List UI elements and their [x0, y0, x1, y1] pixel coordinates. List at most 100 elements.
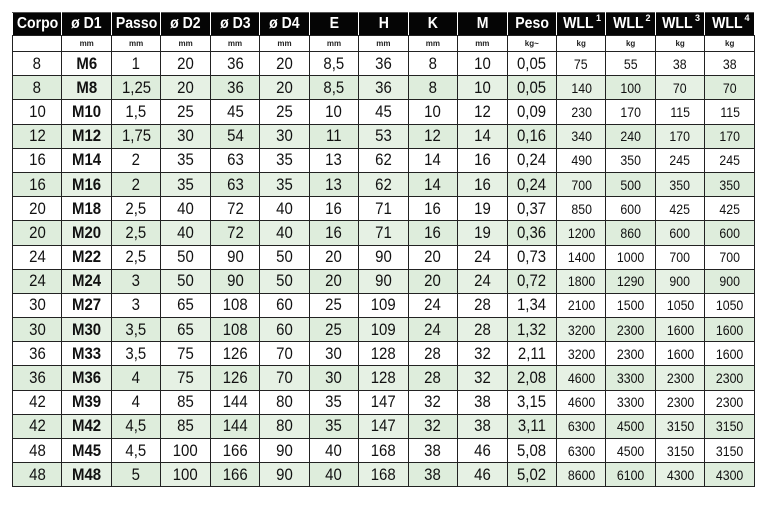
cell-d2: 65 [160, 292, 211, 319]
cell-value: M33 [72, 343, 102, 363]
cell-value: 16 [28, 174, 46, 194]
cell-wll4: 2300 [704, 365, 755, 391]
cell-value: 8,5 [323, 77, 345, 97]
unit-h: mm [358, 35, 409, 52]
cell-passo: 1,75 [110, 123, 162, 149]
cell-passo: 5 [110, 462, 162, 488]
cell-passo: 4 [110, 365, 162, 391]
cell-value: 3 [131, 271, 141, 291]
cell-value: 900 [669, 273, 691, 290]
cell-value: 600 [669, 224, 691, 241]
cell-d1: M39 [61, 389, 112, 415]
cell-wll2: 500 [605, 171, 656, 198]
cell-value: 48 [28, 440, 46, 460]
cell-d3: 126 [209, 341, 261, 367]
cell-d2: 20 [160, 75, 211, 101]
cell-wll2: 2300 [605, 317, 656, 343]
cell-value: 16 [325, 198, 343, 218]
cell-d1: M48 [61, 462, 112, 488]
cell-e: 20 [308, 268, 360, 294]
cell-m: 24 [457, 268, 508, 294]
cell-wll2: 170 [605, 99, 656, 125]
cell-wll4: 4300 [704, 462, 755, 488]
cell-value: 53 [375, 126, 392, 146]
cell-value: 75 [177, 343, 194, 363]
cell-peso: 1,34 [506, 292, 557, 319]
cell-passo: 1,5 [110, 99, 162, 125]
cell-h: 147 [358, 389, 409, 415]
cell-value: M20 [72, 222, 102, 242]
cell-value: 115 [719, 103, 740, 120]
cell-d2: 100 [160, 437, 211, 464]
cell-value: 28 [473, 319, 491, 339]
cell-d3: 72 [209, 196, 261, 222]
cell-value: 4500 [616, 418, 645, 435]
cell-wll4: 900 [704, 268, 755, 294]
cell-d3: 36 [209, 50, 261, 77]
cell-value: 24 [28, 247, 46, 267]
cell-value: M8 [76, 77, 98, 97]
cell-value: 30 [28, 319, 46, 339]
cell-m: 32 [457, 341, 508, 367]
cell-value: 63 [226, 174, 244, 194]
cell-m: 16 [457, 147, 508, 173]
cell-value: 1000 [616, 249, 645, 266]
cell-value: 700 [719, 249, 740, 266]
cell-value: 16 [473, 150, 491, 170]
cell-wll2: 3300 [605, 389, 656, 415]
table-row: 30 M27 3 65 108 60 25 109 24 28 1,34 2100 1500 1050 10… [11, 292, 755, 319]
cell-value: 10 [424, 101, 442, 121]
cell-wll1: 3200 [555, 341, 607, 367]
cell-value: 36 [226, 53, 244, 73]
cell-value: M45 [72, 440, 102, 460]
cell-value: 425 [669, 200, 691, 217]
cell-wll2: 55 [605, 50, 656, 77]
cell-value: 100 [173, 440, 199, 460]
cell-value: 28 [424, 368, 442, 388]
table-row: 36 M33 3,5 75 126 70 30 128 28 32 2,11 3200 2300 1600… [11, 341, 755, 367]
cell-m: 19 [457, 220, 508, 246]
cell-wll3: 1600 [654, 317, 706, 343]
cell-d3: 72 [209, 220, 261, 246]
header-label: WLL [662, 15, 693, 32]
cell-h: 36 [358, 50, 409, 77]
cell-value: 0,37 [517, 198, 547, 218]
cell-peso: 0,16 [506, 123, 557, 149]
cell-value: 108 [222, 319, 248, 339]
cell-value: 62 [375, 150, 392, 170]
cell-value: 2100 [567, 297, 595, 314]
cell-value: 2300 [616, 345, 645, 362]
cell-value: 128 [370, 343, 396, 363]
cell-wll2: 100 [605, 75, 656, 101]
cell-value: 32 [473, 368, 491, 388]
cell-value: 700 [669, 249, 691, 266]
cell-value: 60 [276, 319, 293, 339]
cell-value: 2 [131, 150, 141, 170]
cell-peso: 0,36 [506, 220, 557, 246]
cell-value: 36 [28, 368, 46, 388]
cell-value: M48 [72, 464, 102, 484]
cell-wll4: 350 [704, 171, 755, 198]
cell-value: 4300 [715, 466, 744, 483]
cell-passo: 1,25 [110, 75, 162, 101]
cell-value: 3150 [715, 418, 744, 435]
cell-value: 0,73 [517, 247, 547, 267]
cell-value: 16 [28, 150, 46, 170]
cell-value: 1050 [715, 297, 744, 314]
cell-value: 3150 [666, 442, 694, 459]
cell-d1: M42 [61, 413, 112, 440]
cell-value: 10 [28, 101, 46, 121]
cell-peso: 0,72 [506, 268, 557, 294]
cell-value: 20 [325, 271, 343, 291]
header-d3: ø D3 [209, 12, 261, 36]
cell-value: 25 [325, 295, 343, 315]
cell-wll1: 1400 [555, 244, 607, 270]
cell-value: 36 [375, 53, 392, 73]
cell-value: 46 [473, 440, 491, 460]
cell-value: 490 [570, 152, 592, 169]
cell-h: 45 [358, 99, 409, 125]
cell-value: 71 [375, 198, 392, 218]
table-row: 42 M42 4,5 85 144 80 35 147 32 38 3,11 6300 4500 3150… [11, 413, 755, 440]
cell-value: 109 [370, 295, 396, 315]
cell-d2: 85 [160, 389, 211, 415]
